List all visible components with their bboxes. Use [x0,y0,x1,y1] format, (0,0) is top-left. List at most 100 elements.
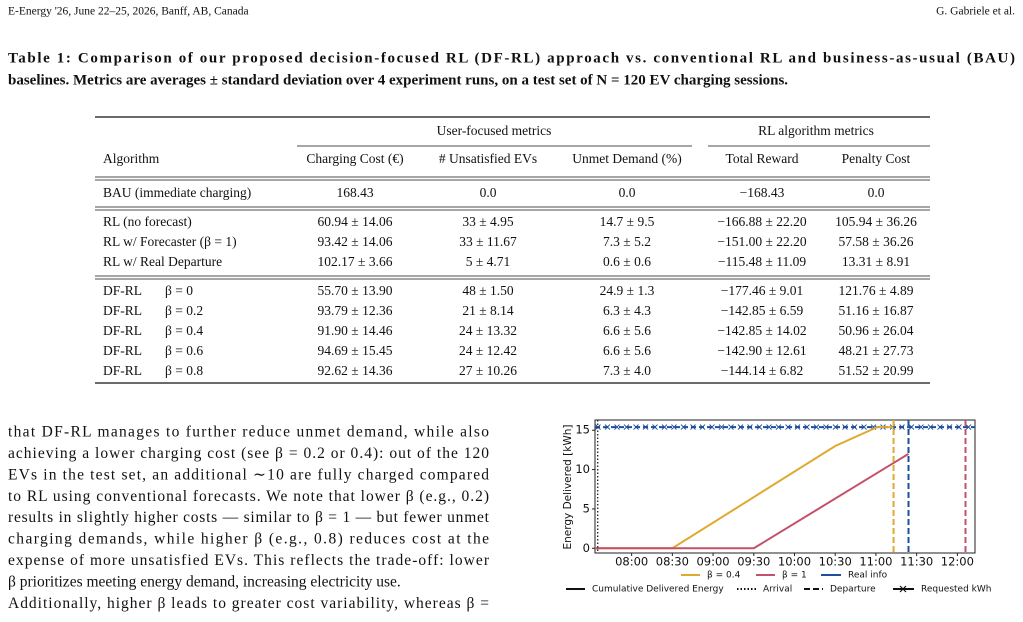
x-tick-label: 09:00 [696,555,729,569]
legend-marker [899,585,907,593]
requested-marker [661,424,668,430]
y-axis-label: Energy Delivered [kWh] [562,424,574,549]
requested-marker [927,424,934,430]
requested-marker [642,424,649,430]
x-tick-label: 11:00 [859,555,892,569]
requested-marker [709,424,715,430]
requested-marker [756,424,763,430]
table-cell: 7.3 ± 5.2 [603,234,651,249]
requested-marker [908,424,915,430]
requested-marker [766,424,772,430]
y-tick-label: 15 [575,423,590,437]
x-tick-label: 08:30 [656,555,689,569]
row-param: β = 0.6 [165,343,203,358]
body-text: Additionally, higher β leads to greater … [8,595,489,612]
table-cell: 48.21 ± 27.73 [839,343,914,358]
requested-marker [813,424,820,430]
requested-marker [937,424,943,430]
table-cell: 14.7 ± 9.5 [600,214,655,229]
row-label: RL w/ Real Departure [103,254,222,269]
column-header: Charging Cost (€) [306,151,403,166]
table-cell: 0.6 ± 0.6 [603,254,651,269]
row-param: β = 0 [165,283,193,298]
x-tick-label: 10:30 [819,555,852,569]
row-param: β = 0.8 [165,363,203,378]
requested-marker [633,424,639,430]
legend-label: Cumulative Delivered Energy [592,585,724,595]
requested-marker [965,424,972,430]
table-cell: 93.79 ± 12.36 [318,303,393,318]
body-text: EVs in the test set, an additional ∼10 a… [8,466,489,483]
requested-marker [699,424,706,430]
column-header: Penalty Cost [842,151,911,166]
table-cell: −115.48 ± 11.09 [718,254,807,269]
table-cell: 27 ± 10.26 [459,363,517,378]
requested-marker [690,424,696,430]
row-label: DF-RL [103,343,142,358]
table-cell: 92.62 ± 14.36 [318,363,393,378]
requested-marker [918,424,924,430]
table-cell: 0.0 [480,185,497,200]
table-cell: 0.0 [868,185,885,200]
table-cell: 51.16 ± 16.87 [839,303,914,318]
row-label: DF-RL [103,323,142,338]
requested-marker [671,424,677,430]
running-header: E-Energy '26, June 22–25, 2026, Banff, A… [8,6,249,18]
table-cell: 121.76 ± 4.89 [839,283,914,298]
table-cell: 33 ± 4.95 [462,214,514,229]
requested-marker [832,424,839,430]
legend-label: Requested kWh [921,585,991,595]
table-cell: 21 ± 8.14 [462,303,514,318]
y-tick-label: 5 [583,501,590,515]
table-caption: Table 1: Comparison of our proposed deci… [8,50,1015,66]
table-cell: −168.43 [740,185,785,200]
table-cell: 57.58 ± 36.26 [839,234,914,249]
figure: 08:00 08:30 09:00 09:30 10:00 10:30 11:00 11:30… [562,419,991,595]
legend-label: Arrival [763,585,792,595]
row-label: DF-RL [103,363,142,378]
body-text: expense of more unsatisfied EVs. This re… [8,552,490,569]
row-param: β = 0.4 [165,323,203,338]
x-tick-label: 08:00 [615,555,648,569]
table-cell: 60.94 ± 14.06 [318,214,393,229]
requested-marker [899,424,905,430]
x-tick-label: 10:00 [778,555,811,569]
table-cell: 105.94 ± 36.26 [835,214,917,229]
table-cell: −142.85 ± 14.02 [717,323,806,338]
row-label: RL (no forecast) [103,214,192,229]
column-group-header: RL algorithm metrics [758,123,874,138]
requested-marker [804,424,810,430]
requested-marker [946,424,953,430]
body-text: to RL using conventional forecasts. We n… [8,488,489,505]
table-cell: −144.14 ± 6.82 [721,363,804,378]
requested-marker [794,424,801,430]
requested-marker [823,424,829,430]
table-cell: 24 ± 13.32 [459,323,517,338]
legend-label: β = 0.4 [707,571,741,581]
requested-marker [737,424,744,430]
y-tick-label: 0 [583,541,590,555]
requested-marker [614,424,620,430]
x-tick-label: 11:30 [900,555,933,569]
row-param: β = 0.2 [165,303,203,318]
table-cell: 7.3 ± 4.0 [603,363,651,378]
table-cell: 0.0 [619,185,636,200]
requested-marker [718,424,725,430]
table-cell: 13.31 ± 8.91 [842,254,910,269]
requested-marker [680,424,687,430]
table-cell: 94.69 ± 15.45 [318,343,393,358]
table-cell: 55.70 ± 13.90 [318,283,393,298]
table-cell: −177.46 ± 9.01 [721,283,804,298]
column-header: Algorithm [103,151,160,166]
body-text: β prioritizes meeting energy demand, inc… [8,573,401,590]
legend-label: β = 1 [782,571,807,581]
requested-marker [861,424,867,430]
table-cell: 93.42 ± 14.06 [318,234,393,249]
x-tick-label: 12:00 [941,555,974,569]
table-cell: 91.90 ± 14.46 [318,323,393,338]
row-label: BAU (immediate charging) [103,185,251,200]
requested-marker [623,424,630,430]
table-cell: 24 ± 12.42 [459,343,517,358]
table-cell: −142.90 ± 12.61 [717,343,806,358]
